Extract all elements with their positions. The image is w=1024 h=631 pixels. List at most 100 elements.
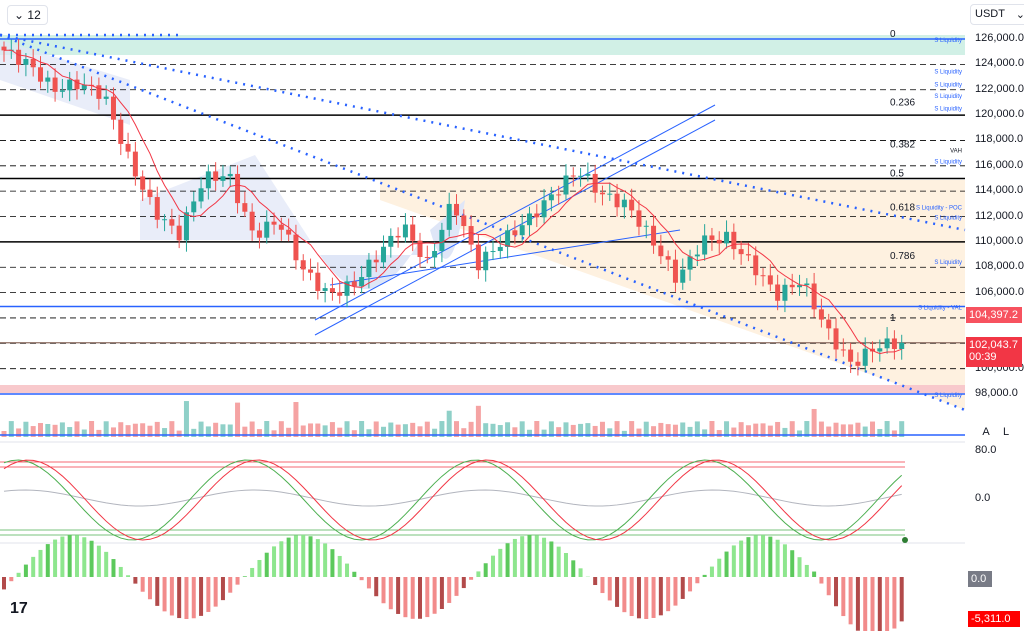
candle: [789, 284, 795, 288]
volume-bar: [629, 421, 635, 437]
macd-bar: [286, 537, 291, 577]
macd-bar: [848, 577, 853, 625]
support-zone: [0, 385, 965, 393]
volume-bar: [607, 428, 613, 437]
candle: [680, 269, 686, 283]
volume-bar: [278, 421, 284, 437]
macd-bar: [2, 577, 6, 590]
candle: [702, 235, 708, 255]
macd-bar: [797, 557, 802, 577]
candle: [322, 288, 328, 291]
volume-bar: [147, 425, 153, 437]
macd-bar: [892, 577, 897, 629]
volume-bar: [753, 423, 759, 437]
volume-bar: [490, 423, 496, 437]
volume-bar: [8, 421, 14, 437]
candle: [840, 349, 846, 351]
macd-bar: [410, 577, 415, 619]
candle: [16, 49, 22, 65]
macd-bar: [542, 537, 547, 577]
macd-bar: [615, 577, 620, 607]
volume-bar: [614, 421, 620, 437]
volume-bar: [862, 426, 868, 437]
log-scale-button[interactable]: L: [1002, 426, 1010, 438]
volume-bar: [461, 428, 467, 437]
price-axis-label: 110,000.0: [975, 234, 1024, 247]
candle: [191, 201, 197, 213]
volume-bar: [899, 421, 905, 437]
candle: [432, 250, 438, 258]
price-axis-label: 98,000.0: [975, 387, 1018, 400]
currency-selector[interactable]: USDT ⌄: [970, 4, 1024, 25]
candle: [833, 328, 839, 350]
volume-bar: [432, 428, 438, 437]
macd-bar: [352, 571, 357, 577]
price-axis-label: 108,000.0: [975, 260, 1024, 273]
interval-selector[interactable]: ⌄ 12: [7, 5, 48, 25]
macd-bar: [345, 563, 350, 577]
volume-bar: [329, 422, 335, 437]
volume-bar: [308, 423, 314, 437]
liquidity-label: S Liquidity: [934, 70, 962, 76]
volume-bar: [636, 428, 642, 437]
candle: [67, 79, 73, 91]
volume-bar: [775, 421, 781, 437]
volume-bar: [724, 421, 730, 437]
macd-bar: [636, 577, 641, 619]
volume-bar: [534, 421, 540, 437]
liquidity-label: S Liquidity: [934, 160, 962, 166]
volume-bar: [373, 421, 379, 437]
macd-bar: [534, 535, 539, 577]
candle: [74, 79, 80, 90]
macd-bar: [9, 577, 14, 582]
volume-bar: [381, 426, 387, 437]
candle: [103, 96, 109, 99]
price-axis-label: 124,000.0: [975, 57, 1024, 70]
macd-bar: [359, 577, 364, 581]
candle: [256, 230, 262, 238]
macd-bar: [899, 577, 904, 622]
macd-bar: [74, 535, 79, 577]
candle: [424, 256, 430, 258]
volume-bar: [74, 421, 80, 437]
macd-bar: [695, 577, 700, 584]
volume-bar: [16, 428, 22, 437]
volume-bar: [475, 405, 481, 437]
macd-bar: [651, 577, 656, 618]
fib-label: 1: [890, 313, 896, 324]
candle: [526, 213, 532, 226]
osc-k-line: [3, 459, 903, 541]
volume-bar: [96, 429, 102, 437]
price-axis-label: 112,000.0: [975, 209, 1024, 222]
macd-bar: [680, 577, 685, 599]
volume-bar: [680, 422, 686, 437]
candle: [169, 219, 175, 226]
macd-bar: [191, 577, 196, 619]
candle: [220, 176, 226, 181]
candle: [870, 348, 876, 352]
volume-bar: [694, 421, 700, 437]
auto-scale-button[interactable]: A: [982, 426, 990, 438]
macd-bar: [556, 546, 561, 577]
macd-bar: [571, 560, 576, 577]
volume-bar: [37, 423, 43, 437]
macd-bar: [16, 572, 21, 577]
candle: [315, 272, 321, 291]
macd-bar: [790, 550, 795, 577]
candle: [198, 188, 204, 202]
liquidity-label: S Liquidity: [934, 82, 962, 88]
volume-bar: [468, 421, 474, 437]
candle: [599, 192, 605, 195]
macd-bar: [863, 577, 868, 631]
macd-bar: [527, 535, 532, 577]
volume-bar: [52, 424, 58, 437]
vwap-price-tag: 104,397.2: [966, 307, 1022, 323]
candle: [162, 219, 168, 221]
macd-bar: [549, 541, 554, 577]
candle: [563, 175, 569, 195]
macd-bar: [323, 543, 328, 577]
candle: [110, 96, 116, 120]
volume-bar: [286, 427, 292, 437]
macd-bar: [658, 577, 663, 616]
